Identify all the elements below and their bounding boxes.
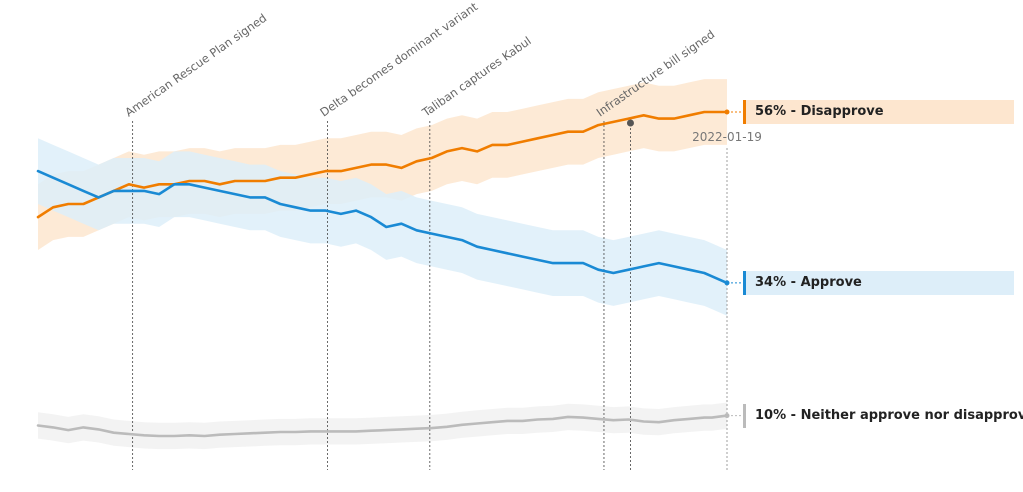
series-lines xyxy=(36,110,729,438)
approve-line xyxy=(36,169,729,285)
neither-approve-nor-disapprove-band xyxy=(38,402,727,450)
event-label-american-rescue-plan-signed: American Rescue Plan signed xyxy=(122,11,269,120)
event-label-taliban-captures-kabul: Taliban captures Kabul xyxy=(419,34,534,120)
last-date-label: 2022-01-19 xyxy=(692,130,762,144)
neither-approve-nor-disapprove-line xyxy=(36,414,729,438)
end-markers xyxy=(724,109,743,419)
event-label-delta-becomes-dominant-variant: Delta becomes dominant variant xyxy=(317,0,480,119)
confidence-bands xyxy=(38,79,727,450)
end-label-disapprove: 56% - Disapprove xyxy=(743,100,1014,124)
event-dot xyxy=(626,119,634,127)
end-label-approve: 34% - Approve xyxy=(743,270,1014,295)
end-label-neither-approve-nor-disapprove: 10% - Neither approve nor disapprove xyxy=(743,403,1023,428)
disapprove-line xyxy=(36,110,729,219)
